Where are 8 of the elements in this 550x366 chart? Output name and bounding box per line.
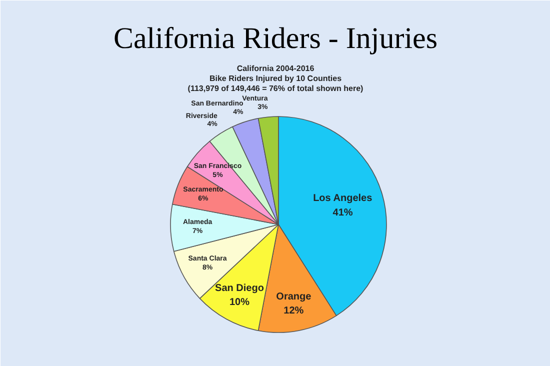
data-label: 41%: [332, 207, 353, 218]
data-label: 10%: [229, 297, 250, 308]
slice-label: San Diego: [215, 282, 264, 294]
data-label: 12%: [284, 306, 304, 317]
slice-label: Los Angeles: [313, 193, 373, 204]
chart-subtitle: California 2004-2016 Bike Riders Injured by 10 Counties (113,979 of 149,446 = 76% of total shown here): [188, 64, 364, 93]
slice-label: Orange: [276, 291, 312, 302]
chart-title: California Riders - Injuries: [113, 22, 438, 55]
